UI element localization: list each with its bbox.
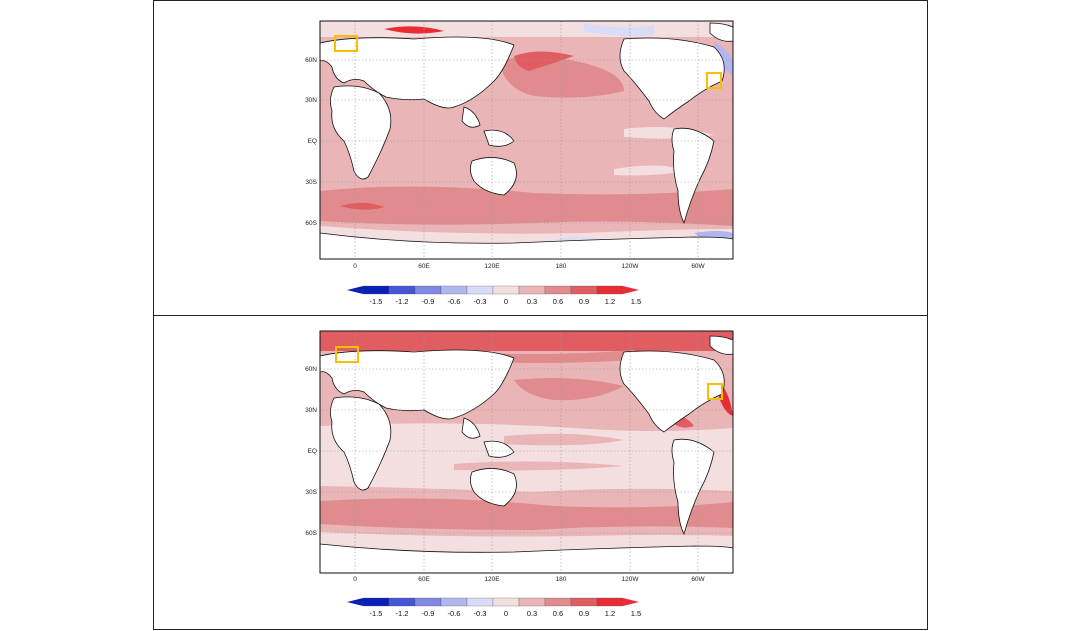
colorbar-label: -0.9 xyxy=(422,297,435,306)
colorbar-label: 0 xyxy=(504,297,508,306)
colorbar-swatch xyxy=(544,285,572,295)
colorbar-label: 1.5 xyxy=(631,609,641,618)
lat-label: 60S xyxy=(305,220,317,227)
colorbar-swatch xyxy=(388,285,416,295)
map-panel-bottom: 60N 30N EQ 30S 60S 0 60E 120E 180 120W 6… xyxy=(153,315,928,630)
sst-field xyxy=(320,21,733,259)
lat-label: 30N xyxy=(305,97,317,104)
colorbar xyxy=(347,285,639,295)
lon-label: 0 xyxy=(353,576,357,583)
north-atlantic-box xyxy=(335,346,359,363)
colorbar-label: -1.2 xyxy=(396,297,409,306)
colorbar-label: 0.6 xyxy=(553,297,563,306)
gulf-stream-box xyxy=(707,383,723,400)
lon-label: 0 xyxy=(353,263,357,270)
colorbar-label: -1.5 xyxy=(370,297,383,306)
colorbar-label: -0.6 xyxy=(448,609,461,618)
colorbar-swatch xyxy=(362,285,390,295)
colorbar-label: -0.3 xyxy=(474,609,487,618)
colorbar-label: 0.3 xyxy=(527,609,537,618)
sst-field xyxy=(320,331,733,573)
colorbar-swatch xyxy=(518,285,546,295)
lon-label: 120W xyxy=(622,263,640,270)
colorbar-label: 0 xyxy=(504,609,508,618)
colorbar-swatch xyxy=(466,597,494,607)
lon-label: 60E xyxy=(418,263,430,270)
colorbar-swatch xyxy=(362,597,390,607)
colorbar-label: 1.2 xyxy=(605,297,615,306)
colorbar-label: 0.9 xyxy=(579,297,589,306)
colorbar-extend-low xyxy=(347,598,363,606)
colorbar-swatch xyxy=(544,597,572,607)
map-figure-bottom: 60N 30N EQ 30S 60S 0 60E 120E 180 120W 6… xyxy=(305,330,734,618)
lat-label: EQ xyxy=(308,448,317,455)
graticule xyxy=(320,21,733,259)
lon-label: 60W xyxy=(691,576,705,583)
colorbar-label: -1.5 xyxy=(370,609,383,618)
colorbar-label: 0.6 xyxy=(553,609,563,618)
colorbar-swatch xyxy=(440,285,468,295)
colorbar-swatch xyxy=(466,285,494,295)
colorbar-label: -0.9 xyxy=(422,609,435,618)
map-frame xyxy=(319,330,734,574)
colorbar-swatch xyxy=(518,597,546,607)
lat-label: 60N xyxy=(305,57,317,64)
north-atlantic-box xyxy=(334,35,358,52)
lon-label: 120E xyxy=(484,263,500,270)
lon-label: 180 xyxy=(556,263,567,270)
map-figure-top: 60N 30N EQ 30S 60S 0 60E 120E 180 120W 6… xyxy=(305,20,734,306)
colorbar xyxy=(347,597,639,607)
colorbar-label: -1.2 xyxy=(396,609,409,618)
colorbar-label: 1.5 xyxy=(631,297,641,306)
colorbar-extend-high xyxy=(623,598,639,606)
colorbar-label: -0.3 xyxy=(474,297,487,306)
lat-label: 60N xyxy=(305,366,317,373)
lon-label: 180 xyxy=(556,576,567,583)
colorbar-swatch xyxy=(596,285,624,295)
lat-label: 30S xyxy=(305,489,317,496)
gulf-stream-box xyxy=(706,72,722,89)
colorbar-swatch xyxy=(414,597,442,607)
lon-label: 60E xyxy=(418,576,430,583)
colorbar-swatch xyxy=(492,285,520,295)
colorbar-swatch xyxy=(440,597,468,607)
colorbar-swatch xyxy=(492,597,520,607)
lat-label: 60S xyxy=(305,530,317,537)
colorbar-extend-low xyxy=(347,286,363,294)
map-panel-top: 60N 30N EQ 30S 60S 0 60E 120E 180 120W 6… xyxy=(153,0,928,316)
colorbar-label: -0.6 xyxy=(448,297,461,306)
lon-label: 120W xyxy=(622,576,640,583)
map-frame xyxy=(319,20,734,260)
colorbar-swatch xyxy=(596,597,624,607)
colorbar-swatch xyxy=(570,597,598,607)
colorbar-swatch xyxy=(388,597,416,607)
colorbar-swatch xyxy=(570,285,598,295)
colorbar-extend-high xyxy=(623,286,639,294)
colorbar-swatch xyxy=(414,285,442,295)
graticule xyxy=(320,331,733,573)
colorbar-label: 0.9 xyxy=(579,609,589,618)
lat-label: 30N xyxy=(305,407,317,414)
colorbar-label: 1.2 xyxy=(605,609,615,618)
lon-label: 120E xyxy=(484,576,500,583)
lat-label: EQ xyxy=(308,138,317,145)
colorbar-label: 0.3 xyxy=(527,297,537,306)
lat-label: 30S xyxy=(305,179,317,186)
lon-label: 60W xyxy=(691,263,705,270)
